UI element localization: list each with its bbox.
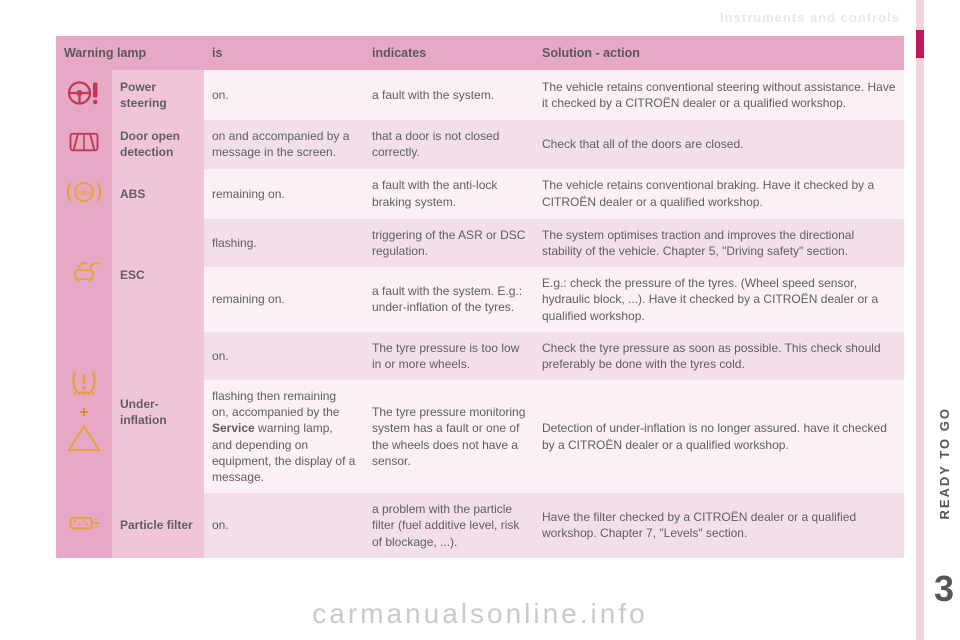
table-header-row: Warning lamp is indicates Solution - act… <box>56 36 904 70</box>
abs-icon: ABS <box>66 177 102 211</box>
page: Instruments and controls Warning lamp is… <box>0 0 960 640</box>
cell-solution: Detection of under-inflation is no longe… <box>534 380 904 493</box>
cell-solution: The system optimises traction and improv… <box>534 219 904 267</box>
th-warning-lamp: Warning lamp <box>56 36 204 70</box>
cell-solution: Check that all of the doors are closed. <box>534 120 904 168</box>
cell-solution: Have the filter checked by a CITROËN dea… <box>534 493 904 558</box>
cell-is: on and accompanied by a message in the s… <box>204 120 364 168</box>
svg-text:ABS: ABS <box>77 190 92 197</box>
header-faint-text: Instruments and controls <box>720 10 900 25</box>
cell-is: on. <box>204 493 364 558</box>
plus-icon: + <box>64 402 104 424</box>
table-row: + Under-inflation on. The tyre pressure … <box>56 332 904 380</box>
th-solution: Solution - action <box>534 36 904 70</box>
cell-is: remaining on. <box>204 169 364 219</box>
cell-indicates: The tyre pressure is too low in or more … <box>364 332 534 380</box>
warning-triangle-icon <box>66 423 102 457</box>
cell-is: flashing then remaining on, accompanied … <box>204 380 364 493</box>
cell-indicates: a fault with the system. <box>364 70 534 120</box>
cell-indicates: a fault with the anti-lock braking syste… <box>364 169 534 219</box>
table-row: Door open detection on and accompanied b… <box>56 120 904 168</box>
side-chapter-label: READY TO GO <box>937 407 952 520</box>
cell-indicates: a fault with the system. E.g.: under-inf… <box>364 267 534 332</box>
cell-indicates: that a door is not closed correctly. <box>364 120 534 168</box>
cell-solution: E.g.: check the pressure of the tyres. (… <box>534 267 904 332</box>
door-open-icon <box>66 129 102 159</box>
lamp-name: Particle filter <box>112 493 204 558</box>
icon-cell <box>56 219 112 332</box>
lamp-name: Power steering <box>112 70 204 120</box>
table-row: Power steering on. a fault with the syst… <box>56 70 904 120</box>
page-number: 3 <box>934 568 954 610</box>
icon-cell: + <box>56 332 112 494</box>
table-row: ESC flashing. triggering of the ASR or D… <box>56 219 904 267</box>
cell-is: on. <box>204 70 364 120</box>
table-row: ABS ABS remaining on. a fault with the a… <box>56 169 904 219</box>
right-side-bar <box>916 0 924 640</box>
esc-icon <box>66 258 102 292</box>
cell-is: on. <box>204 332 364 380</box>
cell-is: flashing. <box>204 219 364 267</box>
lamp-name: ABS <box>112 169 204 219</box>
lamp-name: ESC <box>112 219 204 332</box>
icon-cell <box>56 120 112 168</box>
lamp-name: Under-inflation <box>112 332 204 494</box>
steering-icon <box>66 78 102 112</box>
cell-solution: The vehicle retains conventional braking… <box>534 169 904 219</box>
cell-is: remaining on. <box>204 267 364 332</box>
th-indicates: indicates <box>364 36 534 70</box>
th-is: is <box>204 36 364 70</box>
cell-indicates: triggering of the ASR or DSC regulation. <box>364 219 534 267</box>
icon-cell <box>56 70 112 120</box>
right-accent-strip <box>916 30 924 58</box>
warning-lamp-table: Warning lamp is indicates Solution - act… <box>56 36 904 558</box>
lamp-name: Door open detection <box>112 120 204 168</box>
icon-cell <box>56 493 112 558</box>
table-row: Particle filter on. a problem with the p… <box>56 493 904 558</box>
cell-indicates: a problem with the particle filter (fuel… <box>364 493 534 558</box>
cell-solution: Check the tyre pressure as soon as possi… <box>534 332 904 380</box>
particle-filter-icon <box>66 511 102 539</box>
watermark-text: carmanualsonline.info <box>0 598 960 630</box>
cell-indicates: The tyre pressure monitoring system has … <box>364 380 534 493</box>
tyre-pressure-icon <box>66 367 102 401</box>
cell-solution: The vehicle retains conventional steerin… <box>534 70 904 120</box>
table-body: Power steering on. a fault with the syst… <box>56 70 904 558</box>
icon-cell: ABS <box>56 169 112 219</box>
